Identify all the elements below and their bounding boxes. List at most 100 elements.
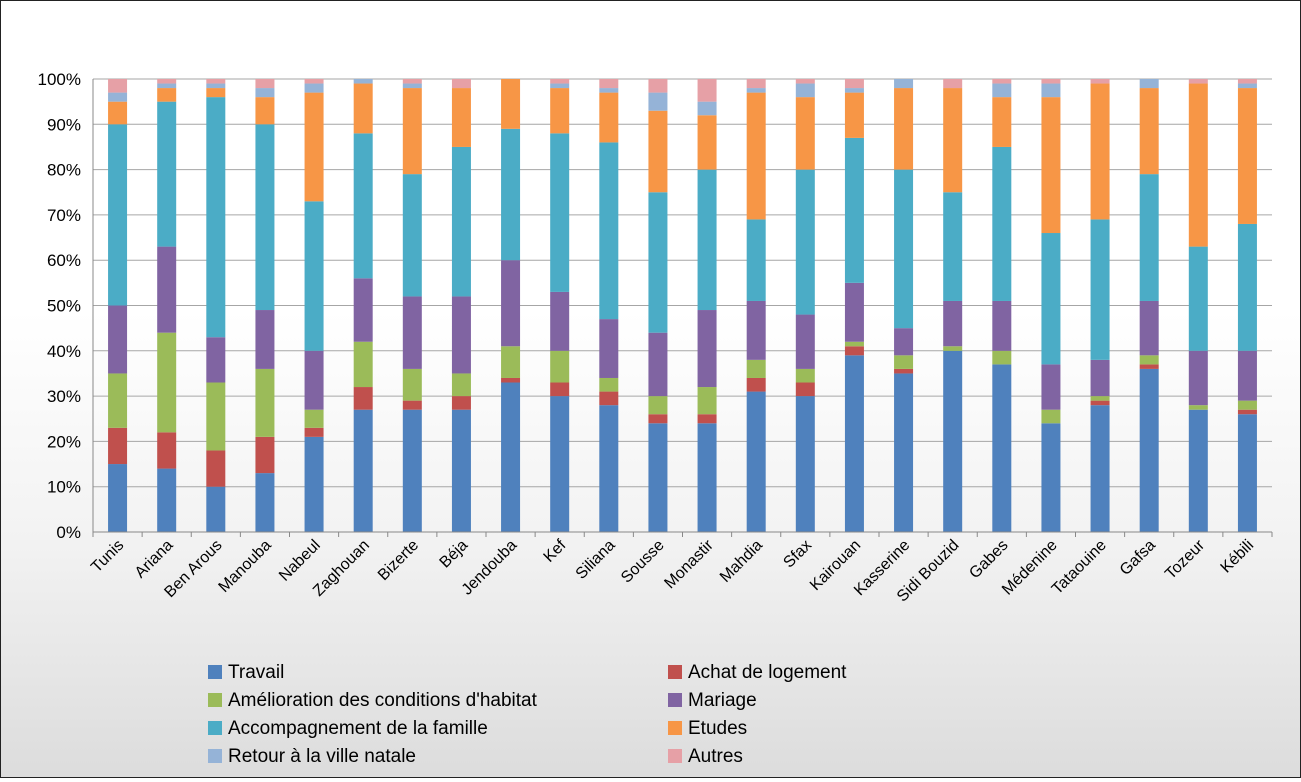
bar-segment: [746, 88, 766, 93]
bar-segment: [992, 79, 1012, 84]
bar-segment: [1041, 97, 1061, 234]
x-tick-label: Tozeur: [1162, 536, 1208, 582]
bar-segment: [1237, 83, 1257, 89]
bar-segment: [157, 246, 177, 333]
legend-label: Achat de logement: [688, 662, 847, 683]
bar-segment: [894, 88, 914, 170]
bar-segment: [255, 88, 275, 98]
bar-segment: [1139, 364, 1159, 369]
legend-label: Amélioration des conditions d'habitat: [228, 690, 538, 711]
legend-label: Autres: [688, 746, 743, 767]
bar-segment: [1188, 246, 1208, 351]
bar-segment: [943, 192, 963, 301]
bar-segment: [1090, 219, 1110, 360]
bar-segment: [746, 377, 766, 392]
bar-segment: [599, 391, 619, 406]
bar-segment: [746, 359, 766, 378]
bar-segment: [206, 450, 226, 487]
bar-segment: [1188, 79, 1208, 84]
x-tick-label: Bizerte: [375, 537, 422, 584]
y-tick-label: 90%: [47, 115, 81, 134]
bar-segment: [1237, 414, 1257, 532]
y-tick-label: 80%: [47, 161, 81, 180]
bar-segment: [795, 79, 815, 84]
x-tick-label: Ariana: [132, 537, 177, 582]
bar-segment: [501, 260, 521, 347]
bar-segment: [157, 432, 177, 469]
bar-segment: [304, 409, 324, 428]
bar-segment: [550, 350, 570, 383]
bar-segment: [992, 97, 1012, 147]
bar-segment: [451, 79, 471, 89]
x-tick-label: Gafsa: [1117, 537, 1159, 579]
bar-segment: [943, 300, 963, 347]
bar-segment: [206, 97, 226, 338]
bar-segment: [304, 427, 324, 437]
bar-segment: [304, 92, 324, 202]
bar-segment: [255, 97, 275, 125]
gridlines: [93, 78, 1272, 533]
bar-segment: [108, 79, 128, 93]
bar-segment: [648, 396, 668, 415]
bar-segment: [108, 305, 128, 374]
bar-segment: [697, 423, 717, 532]
bar-segment: [451, 296, 471, 374]
bar-segment: [206, 83, 226, 89]
bar-segment: [304, 79, 324, 84]
legend-item: Achat de logement: [668, 662, 847, 683]
legend-item: Mariage: [668, 690, 757, 711]
bar-segment: [501, 128, 521, 261]
y-tick-label: 10%: [47, 478, 81, 497]
bar-segment: [451, 409, 471, 532]
legend-swatch: [668, 749, 682, 763]
bar-segment: [992, 364, 1012, 532]
bars: [108, 79, 1257, 532]
bar-segment: [550, 382, 570, 397]
bar-segment: [1188, 350, 1208, 406]
bar-segment: [599, 405, 619, 532]
bar-segment: [402, 79, 422, 84]
bar-segment: [844, 341, 864, 347]
bar-segment: [795, 169, 815, 315]
bar-segment: [157, 79, 177, 84]
bar-segment: [402, 296, 422, 369]
x-tick-label: Mahdia: [717, 537, 766, 586]
bar-segment: [451, 88, 471, 147]
bar-segment: [1188, 405, 1208, 410]
bar-segment: [599, 319, 619, 378]
bar-segment: [1188, 409, 1208, 532]
x-tick-label: Manouba: [216, 537, 275, 596]
bar-segment: [353, 278, 373, 342]
bar-segment: [795, 382, 815, 397]
bar-segment: [157, 332, 177, 433]
legend-item: Retour à la ville natale: [208, 746, 416, 767]
bar-segment: [206, 337, 226, 383]
legend-swatch: [668, 721, 682, 735]
bar-segment: [746, 300, 766, 360]
bar-segment: [599, 79, 619, 89]
bar-segment: [157, 468, 177, 532]
x-tick-label: Siliana: [573, 537, 619, 583]
y-tick-label: 70%: [47, 206, 81, 225]
bar-segment: [353, 83, 373, 134]
bar-segment: [402, 400, 422, 410]
y-tick-label: 0%: [56, 523, 81, 542]
bar-segment: [943, 346, 963, 351]
legend: Travail Achat de logement Amélioration des…: [208, 662, 847, 767]
bar-segment: [1237, 409, 1257, 415]
bar-segment: [648, 110, 668, 193]
legend-swatch: [208, 749, 222, 763]
bar-segment: [550, 83, 570, 89]
bar-segment: [550, 79, 570, 84]
bar-segment: [795, 97, 815, 170]
bar-segment: [599, 88, 619, 93]
bar-segment: [1188, 83, 1208, 247]
bar-segment: [943, 350, 963, 532]
bar-segment: [894, 373, 914, 532]
legend-label: Mariage: [688, 690, 757, 711]
bar-segment: [402, 83, 422, 89]
bar-segment: [255, 124, 275, 311]
bar-segment: [1090, 83, 1110, 220]
legend-item: Accompagnement de la famille: [208, 718, 488, 739]
bar-segment: [992, 146, 1012, 301]
